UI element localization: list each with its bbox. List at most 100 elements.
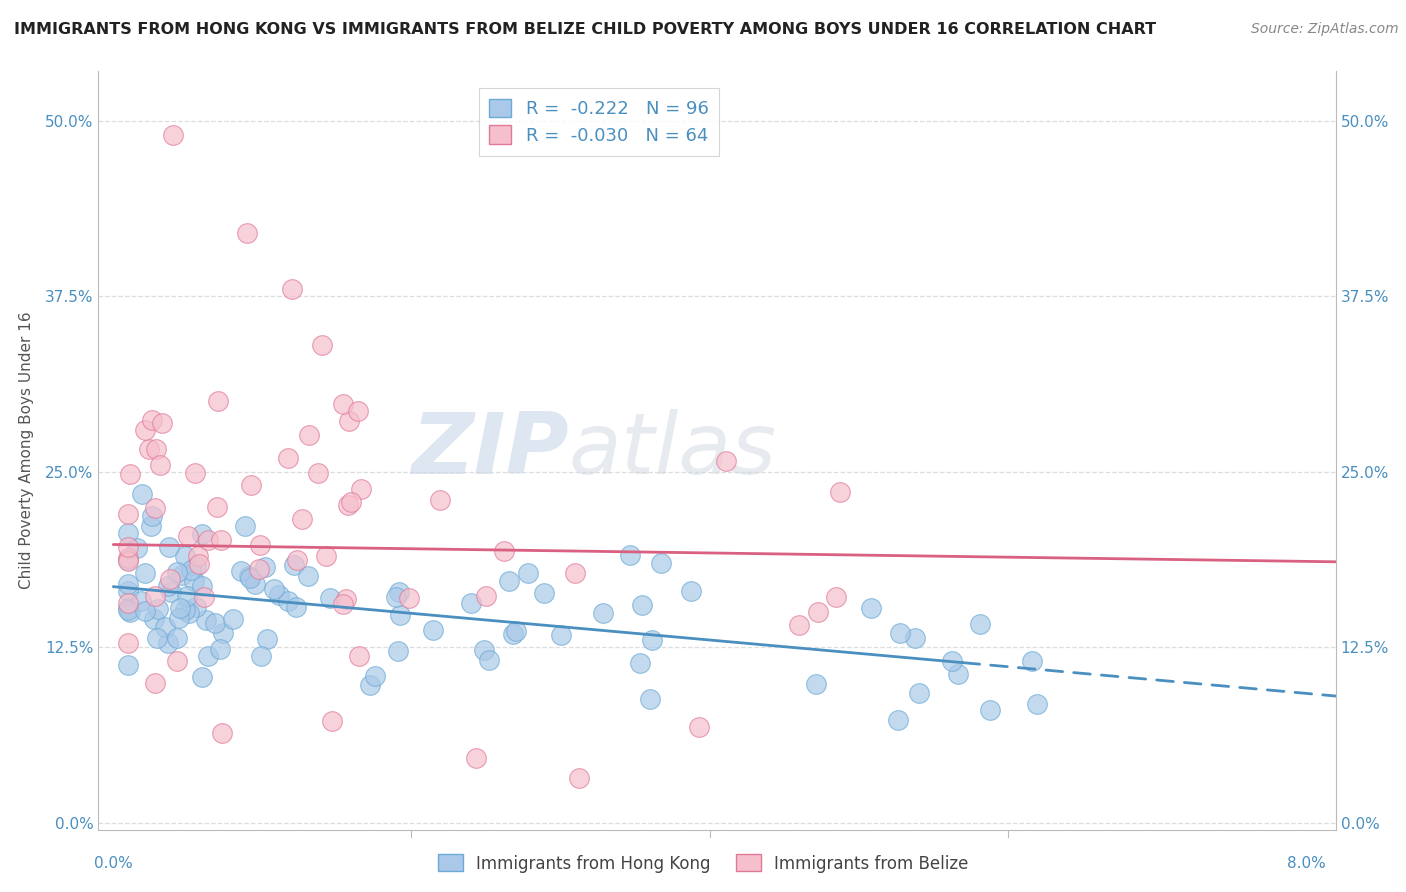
Point [148, 601, 170, 615]
Point [347, 649, 370, 664]
Point [117, 508, 139, 522]
Point [176, 590, 198, 604]
Point [550, 628, 572, 642]
Point [236, 226, 259, 240]
Point [533, 586, 555, 600]
Point [187, 549, 209, 564]
Point [177, 606, 200, 620]
Point [131, 487, 153, 501]
Point [474, 642, 496, 657]
Point [319, 591, 342, 606]
Text: IMMIGRANTS FROM HONG KONG VS IMMIGRANTS FROM BELIZE CHILD POVERTY AMONG BOYS UND: IMMIGRANTS FROM HONG KONG VS IMMIGRANTS … [14, 22, 1156, 37]
Point [149, 458, 172, 473]
Point [209, 533, 232, 547]
Point [283, 558, 305, 573]
Text: ZIP: ZIP [411, 409, 568, 492]
Text: 0.0%: 0.0% [94, 856, 132, 871]
Point [628, 656, 651, 670]
Point [904, 632, 927, 646]
Point [117, 550, 139, 565]
Point [502, 627, 524, 641]
Point [162, 128, 184, 142]
Point [787, 618, 810, 632]
Point [197, 533, 219, 547]
Point [592, 606, 614, 620]
Point [340, 494, 363, 508]
Point [1021, 654, 1043, 668]
Point [478, 653, 501, 667]
Point [117, 553, 139, 567]
Point [460, 596, 482, 610]
Text: atlas: atlas [568, 409, 776, 492]
Point [359, 678, 381, 692]
Point [188, 557, 211, 571]
Point [209, 641, 232, 656]
Point [143, 589, 166, 603]
Point [249, 649, 271, 664]
Point [346, 404, 368, 418]
Point [332, 397, 354, 411]
Point [117, 600, 139, 615]
Point [385, 590, 408, 604]
Point [824, 590, 846, 604]
Point [166, 654, 188, 668]
Point [141, 509, 163, 524]
Point [172, 568, 194, 582]
Point [245, 576, 267, 591]
Point [141, 413, 163, 427]
Point [229, 564, 252, 578]
Point [134, 423, 156, 437]
Point [146, 631, 169, 645]
Point [249, 562, 271, 576]
Point [256, 632, 278, 647]
Point [281, 282, 304, 296]
Y-axis label: Child Poverty Among Boys Under 16: Child Poverty Among Boys Under 16 [18, 311, 34, 590]
Point [291, 512, 314, 526]
Point [143, 676, 166, 690]
Point [298, 427, 321, 442]
Point [193, 590, 215, 604]
Point [169, 600, 191, 615]
Point [190, 527, 212, 541]
Point [277, 594, 299, 608]
Point [387, 644, 409, 658]
Point [117, 635, 139, 649]
Point [174, 602, 197, 616]
Point [211, 726, 233, 740]
Point [134, 566, 156, 580]
Text: Source: ZipAtlas.com: Source: ZipAtlas.com [1251, 22, 1399, 37]
Point [205, 500, 228, 514]
Point [117, 577, 139, 591]
Point [145, 442, 167, 457]
Point [564, 566, 586, 580]
Point [167, 611, 190, 625]
Point [129, 594, 152, 608]
Point [1026, 697, 1049, 711]
Point [263, 582, 285, 596]
Point [156, 636, 179, 650]
Text: 8.0%: 8.0% [1286, 856, 1326, 871]
Point [631, 598, 654, 612]
Point [388, 584, 411, 599]
Point [284, 599, 307, 614]
Point [117, 658, 139, 673]
Point [166, 565, 188, 579]
Point [336, 498, 359, 512]
Point [307, 466, 329, 480]
Point [159, 573, 181, 587]
Point [969, 617, 991, 632]
Point [679, 584, 702, 599]
Point [150, 416, 173, 430]
Point [315, 549, 337, 564]
Point [688, 720, 710, 734]
Point [285, 552, 308, 566]
Point [337, 414, 360, 428]
Point [183, 574, 205, 589]
Point [398, 591, 420, 606]
Point [180, 563, 202, 577]
Point [363, 668, 385, 682]
Point [118, 467, 141, 482]
Point [422, 623, 444, 637]
Point [979, 703, 1001, 717]
Point [907, 686, 929, 700]
